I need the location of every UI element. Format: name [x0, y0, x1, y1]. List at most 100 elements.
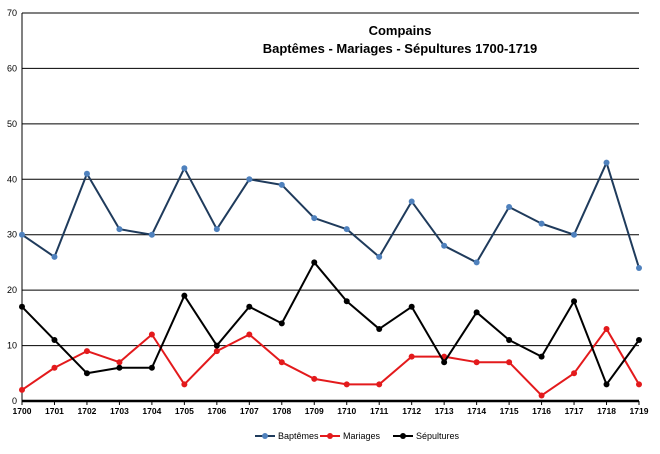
- x-tick-label: 1702: [77, 406, 96, 416]
- data-point: [636, 337, 642, 344]
- x-tick-label: 1700: [13, 406, 32, 416]
- data-point: [278, 320, 285, 327]
- x-tick-label: 1708: [272, 406, 291, 416]
- x-tick-label: 1709: [305, 406, 324, 416]
- legend-label: Mariages: [343, 431, 381, 441]
- axes: [21, 13, 639, 403]
- legend-marker: [327, 433, 333, 439]
- series-line-Baptêmes: [21, 161, 640, 269]
- data-point: [51, 337, 58, 344]
- data-point: [213, 226, 220, 233]
- data-point: [181, 292, 188, 299]
- data-point: [213, 348, 220, 355]
- data-point: [311, 375, 318, 382]
- data-point: [19, 231, 25, 238]
- data-point: [506, 337, 513, 344]
- data-point: [473, 359, 480, 366]
- legend-marker: [262, 433, 268, 439]
- data-point: [116, 226, 123, 233]
- legend-marker: [400, 433, 406, 439]
- x-tick-label: 1701: [45, 406, 64, 416]
- data-point: [311, 259, 318, 266]
- data-point: [51, 364, 58, 371]
- data-point: [278, 181, 285, 188]
- data-point: [376, 253, 383, 260]
- data-point: [376, 325, 383, 332]
- data-point: [538, 392, 545, 399]
- x-tick-label: 1715: [500, 406, 519, 416]
- x-tick-labels: 1700 1701 1702 1703 1704 1705 1706 1707 1708 1709…: [13, 401, 649, 416]
- x-tick-label: 1716: [532, 406, 551, 416]
- data-point: [538, 353, 545, 360]
- data-point: [441, 359, 448, 366]
- data-point: [473, 309, 480, 316]
- y-tick-label: 40: [7, 174, 17, 184]
- data-point: [571, 231, 578, 238]
- data-point: [181, 165, 188, 172]
- x-tick-label: 1714: [467, 406, 486, 416]
- data-point: [213, 342, 220, 349]
- data-point: [19, 303, 25, 310]
- chart-title: Compains: [369, 23, 432, 38]
- data-point: [506, 204, 513, 210]
- x-tick-label: 1711: [370, 406, 389, 416]
- data-point: [19, 386, 25, 393]
- data-point: [278, 359, 285, 366]
- x-tick-label: 1704: [142, 406, 161, 416]
- data-point: [603, 159, 610, 166]
- data-point: [441, 242, 448, 249]
- data-point: [343, 298, 350, 305]
- y-tick-label: 50: [7, 119, 17, 129]
- data-point: [603, 381, 610, 388]
- x-tick-label: 1707: [240, 406, 259, 416]
- data-point: [246, 331, 253, 338]
- x-tick-label: 1703: [110, 406, 129, 416]
- data-point: [83, 348, 90, 355]
- data-point: [311, 215, 318, 222]
- data-point: [148, 364, 155, 371]
- x-tick-label: 1719: [630, 406, 649, 416]
- y-tick-label: 10: [7, 341, 17, 351]
- x-tick-label: 1718: [597, 406, 616, 416]
- data-point: [343, 381, 350, 388]
- data-point: [571, 298, 578, 305]
- y-tick-label: 60: [7, 63, 17, 73]
- data-point: [538, 220, 545, 227]
- series-group: [19, 159, 642, 399]
- data-point: [473, 259, 480, 266]
- data-point: [181, 381, 188, 388]
- legend-label: Baptêmes: [278, 431, 319, 441]
- legend-label: Sépultures: [416, 431, 460, 441]
- y-tick-label: 30: [7, 230, 17, 240]
- data-point: [148, 331, 155, 338]
- data-point: [343, 226, 350, 233]
- x-tick-label: 1713: [435, 406, 454, 416]
- x-tick-label: 1717: [565, 406, 584, 416]
- x-tick-label: 1712: [402, 406, 421, 416]
- data-point: [408, 198, 415, 205]
- data-point: [408, 353, 415, 360]
- series-line-Sépultures: [21, 261, 640, 386]
- data-point: [83, 170, 90, 177]
- data-point: [148, 231, 155, 238]
- y-tick-label: 0: [12, 396, 17, 406]
- data-point: [408, 303, 415, 310]
- x-tick-label: 1706: [207, 406, 226, 416]
- data-point: [636, 264, 642, 271]
- legend: Baptêmes Mariages Sépultures: [255, 431, 460, 441]
- data-point: [51, 253, 58, 260]
- y-tick-label: 20: [7, 285, 17, 295]
- data-point: [571, 370, 578, 377]
- data-point: [116, 364, 123, 371]
- series-line-Mariages: [21, 327, 640, 397]
- x-tick-label: 1710: [337, 406, 356, 416]
- chart-subtitle: Baptêmes - Mariages - Sépultures 1700-17…: [263, 41, 538, 56]
- gridlines: [22, 12, 639, 347]
- data-point: [116, 359, 123, 366]
- data-point: [246, 303, 253, 310]
- data-point: [376, 381, 383, 388]
- data-point: [83, 370, 90, 377]
- data-point: [246, 176, 253, 183]
- y-tick-labels: 0 10 20 30 40 50 60 70: [7, 8, 17, 406]
